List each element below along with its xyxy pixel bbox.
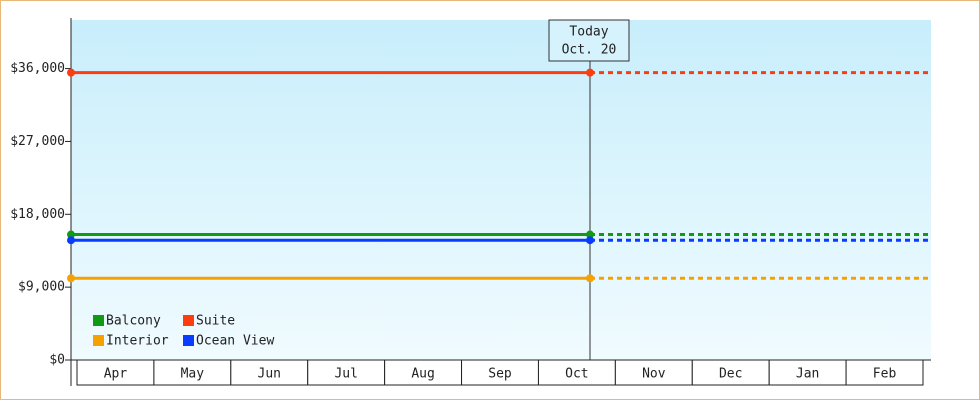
- x-tick-label: Jul: [334, 367, 357, 382]
- x-tick-box: [230, 359, 309, 386]
- y-tick-label: $36,000: [10, 61, 65, 76]
- x-tick-label: May: [181, 367, 205, 382]
- x-tick-label: Feb: [873, 367, 897, 382]
- x-tick-label: Nov: [642, 367, 666, 382]
- x-tick-box: [153, 359, 232, 386]
- x-tick-label: Dec: [719, 367, 742, 382]
- today-date: Oct. 20: [562, 43, 617, 58]
- x-tick-label: Aug: [411, 367, 434, 382]
- legend-swatch: [93, 335, 104, 346]
- y-tick-label: $0: [49, 353, 65, 368]
- point: [586, 230, 594, 239]
- x-tick-label: Jan: [796, 367, 819, 382]
- plot-area: [71, 20, 931, 360]
- point: [67, 236, 75, 245]
- point: [586, 274, 594, 283]
- legend-label: Interior: [106, 334, 169, 349]
- legend-label: Suite: [196, 314, 235, 329]
- legend-label: Ocean View: [196, 334, 274, 349]
- y-tick-label: $27,000: [10, 134, 65, 149]
- today-title: Today: [569, 25, 608, 40]
- legend-label: Balcony: [106, 314, 161, 329]
- x-tick-label: Apr: [104, 367, 128, 382]
- x-tick-label: Sep: [488, 367, 512, 382]
- x-tick-box: [307, 359, 386, 386]
- x-tick-box: [845, 359, 924, 386]
- point: [586, 68, 594, 77]
- legend-swatch: [183, 335, 194, 346]
- point: [67, 230, 75, 239]
- point: [586, 236, 594, 245]
- legend-swatch: [183, 315, 194, 326]
- y-tick-label: $9,000: [18, 280, 65, 295]
- point: [67, 68, 75, 77]
- x-tick-label: Oct: [565, 367, 588, 382]
- x-tick-label: Jun: [258, 367, 281, 382]
- x-tick-box: [76, 359, 155, 386]
- x-tick-box: [614, 359, 693, 386]
- y-tick-label: $18,000: [10, 207, 65, 222]
- today-box: [548, 19, 630, 62]
- point: [67, 274, 75, 283]
- legend-swatch: [93, 315, 104, 326]
- x-tick-box: [768, 359, 847, 386]
- x-tick-box: [384, 359, 463, 386]
